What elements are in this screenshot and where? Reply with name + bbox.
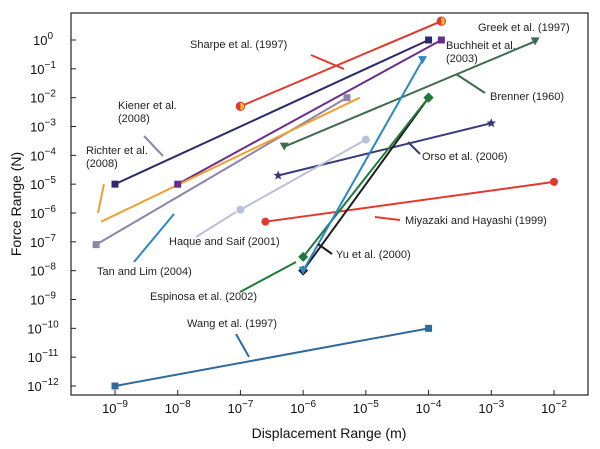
y-tick-label: 10−3 bbox=[30, 118, 56, 135]
y-tick-label: 10−7 bbox=[30, 233, 56, 250]
x-axis-title: Displacement Range (m) bbox=[252, 425, 407, 441]
series-markers bbox=[92, 16, 558, 390]
series-marker-sharpe-et-al-1997 bbox=[436, 16, 447, 26]
annotation-label-miyazaki-and-hayashi-1999: Miyazaki and Hayashi (1999) bbox=[405, 215, 547, 227]
annotation-leaders bbox=[97, 54, 486, 358]
leader-line-haque-and-saif-2001 bbox=[195, 211, 237, 238]
series-marker-greek-et-al-1997 bbox=[174, 180, 182, 188]
x-tick-label: 10−9 bbox=[102, 399, 128, 416]
annotation-label-espinosa-et-al-2002: Espinosa et al. (2002) bbox=[150, 291, 257, 303]
annotation-label-buchheit-et-al-2003: Buchheit et al. (2003) bbox=[446, 40, 516, 65]
y-axis-title: Force Range (N) bbox=[8, 152, 24, 256]
series-marker-miyazaki-and-hayashi-1999 bbox=[550, 177, 558, 186]
x-tick-label: 10−4 bbox=[416, 399, 442, 416]
series-marker-espinosa-et-al-2002 bbox=[423, 92, 434, 103]
series-marker-brenner-1960 bbox=[279, 142, 289, 151]
y-tick-label: 10−11 bbox=[28, 348, 59, 365]
series-marker-orso-et-al-2006 bbox=[486, 118, 497, 128]
x-tick-label: 10−8 bbox=[165, 399, 191, 416]
series-marker-buchheit-et-al-2003 bbox=[111, 180, 119, 188]
y-tick-label: 100 bbox=[33, 31, 53, 48]
y-tick-label: 10−5 bbox=[30, 175, 56, 192]
series-line-yu-et-al-2000 bbox=[302, 97, 430, 272]
y-tick-label: 10−1 bbox=[30, 60, 56, 77]
leader-line-orso-et-al-2006 bbox=[407, 141, 421, 155]
annotation-label-kiener-et-al-2008: Kiener et al. (2008) bbox=[118, 100, 177, 125]
y-tick-label: 10−6 bbox=[30, 204, 56, 221]
annotation-label-sharpe-et-al-1997: Sharpe et al. (1997) bbox=[190, 39, 287, 51]
y-tick-label: 10−9 bbox=[30, 291, 56, 308]
series-marker-espinosa-et-al-2002 bbox=[298, 251, 309, 262]
series-line-espinosa-et-al-2002 bbox=[302, 97, 430, 258]
x-tick-label: 10−7 bbox=[227, 399, 253, 416]
series-marker-miyazaki-and-hayashi-1999 bbox=[261, 217, 270, 226]
annotation-label-richter-et-al-2008: Richter et al. (2008) bbox=[86, 145, 148, 170]
leader-line-yu-et-al-2000 bbox=[317, 243, 333, 255]
annotation-label-greek-et-al-1997: Greek et al. (1997) bbox=[478, 22, 570, 34]
series-line-greek-et-al-1997 bbox=[177, 39, 442, 186]
series-marker-tan-and-lim-2004 bbox=[417, 56, 427, 65]
series-marker-greek-et-al-1997 bbox=[437, 36, 445, 44]
series-line-brenner-1960 bbox=[283, 40, 536, 148]
y-tick-label: 10−12 bbox=[27, 377, 59, 394]
series-line-tan-and-lim-2004 bbox=[302, 59, 424, 272]
y-tick-label: 10−4 bbox=[30, 146, 56, 163]
leader-line-brenner-1960 bbox=[455, 73, 486, 94]
leader-line-sharpe-et-al-1997 bbox=[310, 54, 345, 70]
axis-ticks: 10−9 10−8 10−7 10−6 10−5 10−4 10−3 10−210010−11… bbox=[27, 31, 567, 416]
series-line-miyazaki-and-hayashi-1999 bbox=[265, 180, 555, 223]
series-line-wang-et-al-1997 bbox=[114, 327, 429, 387]
annotation-labels: Sharpe et al. (1997) Greek et al. (1997) B… bbox=[86, 22, 570, 330]
series-lines bbox=[95, 20, 555, 387]
series-marker-tan-and-lim-2004 bbox=[298, 266, 308, 275]
annotation-label-haque-and-saif-2001: Haque and Saif (2001) bbox=[169, 236, 280, 248]
annotation-label-tan-and-lim-2004: Tan and Lim (2004) bbox=[97, 266, 192, 278]
x-tick-label: 10−2 bbox=[541, 399, 567, 416]
leader-line-tan-and-lim-2004 bbox=[133, 213, 175, 263]
series-line-sharpe-et-al-1997 bbox=[240, 20, 442, 108]
series-marker-haque-and-saif-2001 bbox=[236, 205, 245, 214]
y-tick-label: 10−8 bbox=[30, 262, 56, 279]
y-tick-label: 10−2 bbox=[30, 89, 56, 106]
plot-frame bbox=[70, 12, 589, 396]
x-tick-label: 10−5 bbox=[353, 399, 379, 416]
series-line-haque-and-saif-2001 bbox=[239, 138, 367, 211]
series-line-kiener-et-al-2008 bbox=[95, 96, 348, 246]
series-marker-wang-et-al-1997 bbox=[425, 324, 433, 332]
series-marker-brenner-1960 bbox=[530, 37, 540, 46]
leader-line-wang-et-al-1997 bbox=[235, 333, 250, 358]
annotation-label-brenner-1960: Brenner (1960) bbox=[490, 91, 564, 103]
series-marker-kiener-et-al-2008 bbox=[92, 241, 100, 249]
x-tick-label: 10−6 bbox=[290, 399, 316, 416]
leader-line-kiener-et-al-2008 bbox=[143, 135, 164, 157]
series-marker-wang-et-al-1997 bbox=[111, 382, 119, 390]
leader-line-espinosa-et-al-2002 bbox=[239, 261, 297, 293]
leader-line-richter-et-al-2008 bbox=[97, 183, 105, 214]
annotation-label-yu-et-al-2000: Yu et al. (2000) bbox=[336, 249, 411, 261]
series-line-richter-et-al-2008 bbox=[100, 96, 361, 223]
annotation-label-wang-et-al-1997: Wang et al. (1997) bbox=[187, 318, 277, 330]
series-marker-buchheit-et-al-2003 bbox=[425, 36, 433, 44]
x-tick-label: 10−3 bbox=[478, 399, 504, 416]
series-line-orso-et-al-2006 bbox=[277, 122, 492, 177]
series-marker-haque-and-saif-2001 bbox=[361, 135, 370, 144]
series-marker-kiener-et-al-2008 bbox=[343, 94, 351, 102]
leader-line-miyazaki-and-hayashi-1999 bbox=[374, 216, 401, 221]
series-line-buchheit-et-al-2003 bbox=[114, 39, 429, 186]
series-marker-orso-et-al-2006 bbox=[273, 170, 283, 180]
y-tick-label: 10−10 bbox=[27, 319, 59, 336]
series-marker-sharpe-et-al-1997 bbox=[235, 101, 246, 112]
annotation-label-orso-et-al-2006: Orso et al. (2006) bbox=[422, 151, 508, 163]
